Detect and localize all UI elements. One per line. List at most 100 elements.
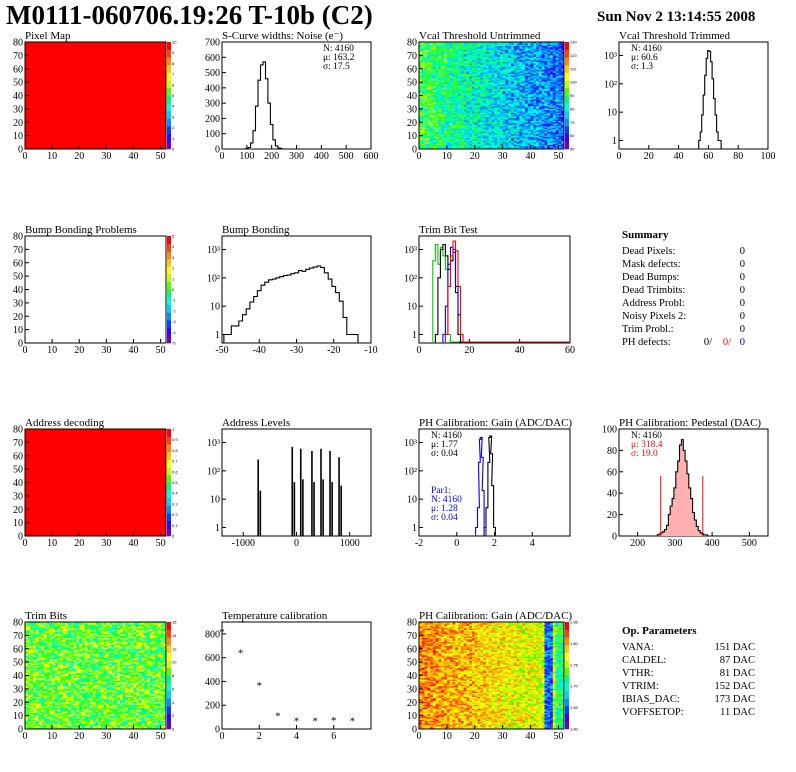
heatmap-cell [449, 58, 453, 60]
heatmap-cell [25, 696, 29, 699]
heatmap-cell [30, 648, 34, 651]
heatmap-cell [460, 111, 464, 114]
heatmap-cell [555, 67, 559, 70]
heatmap-cell [466, 96, 470, 99]
heatmap-cell [27, 643, 31, 646]
heatmap-cell [458, 59, 462, 62]
heatmap-cell [541, 48, 545, 51]
heatmap-cell [541, 87, 545, 90]
heatmap-cell [477, 42, 481, 44]
heatmap-cell [533, 64, 537, 67]
heatmap-cell [524, 92, 529, 95]
heatmap-cell [469, 47, 473, 49]
heatmap-cell [547, 87, 551, 90]
heatmap-cell [519, 119, 523, 122]
heatmap-cell [550, 70, 554, 72]
heatmap-cell [550, 114, 554, 116]
heatmap-cell [555, 115, 559, 118]
heatmap-cell [483, 114, 487, 116]
heatmap-cell [522, 130, 526, 132]
heatmap-cell [488, 118, 492, 120]
heatmap-cell [488, 142, 492, 144]
heatmap-cell [30, 690, 34, 692]
heatmap-cell [466, 86, 470, 88]
y-tick-label: 10² [207, 466, 220, 477]
heatmap-cell [513, 75, 517, 78]
heatmap-cell [471, 75, 476, 78]
heatmap-cell [424, 50, 428, 52]
heatmap-cell [466, 66, 470, 68]
heatmap-cell [444, 123, 448, 126]
heatmap-cell [544, 84, 548, 87]
heatmap-cell [421, 78, 425, 80]
heatmap-cell [438, 103, 442, 106]
heatmap-cell [463, 98, 467, 100]
heatmap-cell [524, 90, 529, 92]
heatmap-cell [561, 132, 565, 135]
heatmap-cell [513, 43, 517, 45]
heatmap-cell [530, 136, 534, 139]
palette-swatch [167, 335, 171, 344]
heatmap-cell [555, 42, 559, 44]
heatmap-cell [444, 43, 448, 45]
heatmap-cell [550, 124, 554, 127]
heatmap-cell [544, 94, 548, 96]
heatmap-cell [438, 84, 442, 87]
heatmap-cell [460, 106, 464, 108]
heatmap-cell [455, 144, 459, 147]
heatmap-cell [519, 68, 523, 71]
heatmap-cell [35, 704, 39, 707]
heatmap-cell [446, 112, 450, 115]
heatmap-cell [550, 123, 554, 126]
heatmap-cell [27, 644, 31, 647]
y-tick-label: 10 [13, 131, 23, 142]
heatmap-cell [488, 98, 492, 100]
heatmap-cell [513, 56, 517, 59]
heatmap-cell [449, 140, 453, 143]
heatmap-cell [505, 74, 509, 76]
heatmap-cell [488, 110, 492, 112]
heatmap-cell [497, 71, 501, 74]
heatmap-cell [474, 50, 478, 52]
heatmap-cell [463, 139, 467, 142]
heatmap-cell [419, 99, 423, 102]
heatmap-cell [444, 134, 448, 136]
heatmap-cell [469, 102, 473, 104]
heatmap-cell [430, 79, 434, 82]
heatmap-cell [477, 123, 481, 126]
heatmap-cell [421, 96, 425, 99]
heatmap-cell [446, 138, 450, 140]
heatmap-cell [555, 66, 559, 68]
heatmap-cell [477, 96, 481, 99]
heatmap-cell [469, 122, 473, 124]
heatmap-cell [491, 146, 495, 148]
palette-swatch [167, 64, 171, 73]
heatmap-cell [527, 114, 531, 116]
heatmap-cell [502, 60, 506, 63]
heatmap-cell [35, 726, 39, 728]
y-tick-label: 70 [407, 51, 417, 62]
heatmap-cell [477, 66, 481, 68]
heatmap-cell [25, 654, 29, 656]
heatmap-cell [502, 144, 506, 147]
heatmap-cell [458, 82, 462, 84]
y-tick-label: 80 [407, 38, 417, 49]
heatmap-cell [25, 630, 29, 632]
heatmap-cell [27, 651, 31, 654]
heatmap-cell [513, 106, 517, 108]
heatmap-cell [499, 76, 503, 79]
heatmap-cell [27, 672, 31, 675]
heatmap-cell [474, 102, 478, 104]
heatmap-cell [522, 60, 526, 63]
heatmap-cell [524, 74, 529, 76]
heatmap-cell [466, 107, 470, 110]
heatmap-cell [466, 119, 470, 122]
heatmap-cell [430, 144, 434, 147]
heatmap-cell [463, 147, 467, 150]
x-tick-label: 0 [454, 538, 459, 549]
heatmap-cell [505, 79, 509, 82]
heatmap-cell [474, 115, 478, 118]
heatmap-cell [452, 90, 456, 92]
heatmap-cell [430, 110, 434, 112]
heatmap-cell [485, 135, 490, 138]
